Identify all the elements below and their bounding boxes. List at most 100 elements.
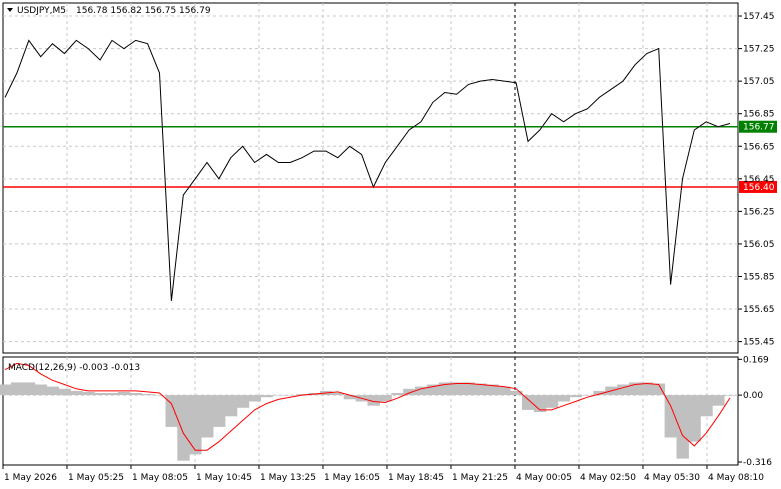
price-line [4, 39, 731, 301]
time-label: 1 May 10:45 [196, 473, 252, 483]
macd-bar [272, 395, 285, 396]
time-label: 4 May 00:05 [516, 473, 572, 483]
macd-bar [581, 395, 594, 396]
macd-bar [201, 395, 214, 438]
macd-label: -0.316 [743, 458, 772, 468]
time-axis: 1 May 2026 1 May 05:25 1 May 08:05 1 May 10… [2, 465, 764, 483]
macd-bar [522, 395, 535, 410]
macd-bar [617, 384, 630, 396]
macd-bar [403, 388, 416, 396]
macd-bar [129, 393, 143, 396]
macd-bar [415, 386, 428, 396]
time-label: 4 May 02:50 [580, 473, 636, 483]
macd-bar [557, 395, 571, 402]
macd-bar [213, 395, 226, 427]
level-price-label: 156.77 [743, 123, 775, 133]
macd-bar [426, 384, 440, 396]
macd-label: 0.00 [743, 391, 763, 401]
time-label: 1 May 18:45 [388, 473, 444, 483]
macd-bar [177, 395, 190, 461]
macd-bar [117, 391, 131, 396]
macd-bar [724, 395, 737, 396]
price-label: 157.45 [743, 12, 775, 22]
macd-bar [438, 382, 452, 396]
macd-bar [224, 395, 238, 417]
time-label: 1 May 13:25 [260, 473, 316, 483]
macd-bar [545, 395, 559, 408]
macd-bar [510, 390, 523, 396]
time-label: 4 May 05:30 [644, 473, 700, 483]
macd-label: 0.169 [743, 355, 769, 365]
macd-bar [34, 384, 48, 396]
price-label: 155.85 [743, 272, 775, 282]
macd-bar [474, 383, 487, 396]
time-label: 1 May 08:05 [132, 473, 188, 483]
time-label: 4 May 08:10 [708, 473, 764, 483]
level-price-label: 156.40 [743, 183, 775, 193]
macd-bar [331, 393, 345, 396]
symbol-dropdown-icon[interactable] [7, 8, 13, 12]
macd-bar [0, 384, 12, 396]
macd-bar [10, 382, 24, 396]
price-label: 156.45 [743, 175, 775, 185]
time-label: 1 May 21:25 [452, 473, 508, 483]
price-label: 157.25 [743, 45, 775, 55]
macd-bar [94, 393, 107, 396]
macd-bar [343, 395, 357, 400]
macd-bar [46, 386, 59, 396]
ohlc-values: 156.78 156.82 156.75 156.79 [76, 6, 211, 16]
level-price-tag [739, 180, 777, 193]
macd-bar [70, 390, 83, 396]
price-label: 156.85 [743, 110, 775, 120]
price-label: 156.05 [743, 240, 775, 250]
level-price-tag [739, 120, 777, 133]
macd-bar [391, 393, 404, 396]
macd-bar [248, 395, 261, 402]
price-label: 155.65 [743, 305, 775, 315]
price-label: 155.45 [743, 338, 775, 348]
macd-bar [700, 395, 713, 417]
macd-bar [236, 395, 250, 408]
price-label: 156.65 [743, 142, 775, 152]
macd-bar [141, 394, 155, 396]
macd-bar [593, 390, 606, 396]
time-label: 1 May 2026 [4, 473, 57, 483]
macd-bar [189, 395, 202, 455]
macd-bar [284, 395, 297, 396]
macd-axis: 0.169 0.00 -0.316 [738, 355, 772, 468]
macd-bar [367, 395, 380, 406]
macd-bar [153, 395, 166, 396]
time-label: 1 May 16:05 [324, 473, 380, 483]
macd-bar [498, 386, 511, 396]
macd-bar [58, 388, 71, 396]
macd-bar [486, 384, 499, 396]
symbol-label: USDJPY,M5 [17, 6, 66, 16]
macd-bar [450, 382, 464, 396]
price-line-group [4, 39, 731, 301]
macd-title: MACD(12,26,9) -0.003 -0.013 [8, 363, 140, 373]
macd-bar [462, 382, 475, 396]
price-label: 156.25 [743, 207, 775, 217]
macd-bar [22, 382, 36, 396]
macd-bar [688, 395, 701, 442]
macd-bar [652, 383, 666, 396]
time-label: 1 May 05:25 [68, 473, 124, 483]
level-lines[interactable]: 156.77 156.40 [3, 120, 777, 193]
macd-bar [165, 395, 178, 427]
macd-bar [106, 393, 119, 396]
macd-bar [712, 395, 725, 406]
macd-pane[interactable] [2, 356, 739, 466]
price-label: 157.05 [743, 77, 775, 87]
price-axis: 157.45157.25157.05156.85156.65156.45156.… [738, 12, 775, 348]
macd-signal-group [4, 362, 731, 451]
macd-bar [379, 395, 392, 402]
macd-bar [664, 395, 677, 438]
macd-signal-line [4, 362, 731, 451]
macd-bar [260, 395, 273, 398]
macd-bar [640, 382, 654, 396]
macd-bar [82, 391, 95, 396]
macd-bar [569, 395, 582, 398]
macd-bar [676, 395, 689, 459]
